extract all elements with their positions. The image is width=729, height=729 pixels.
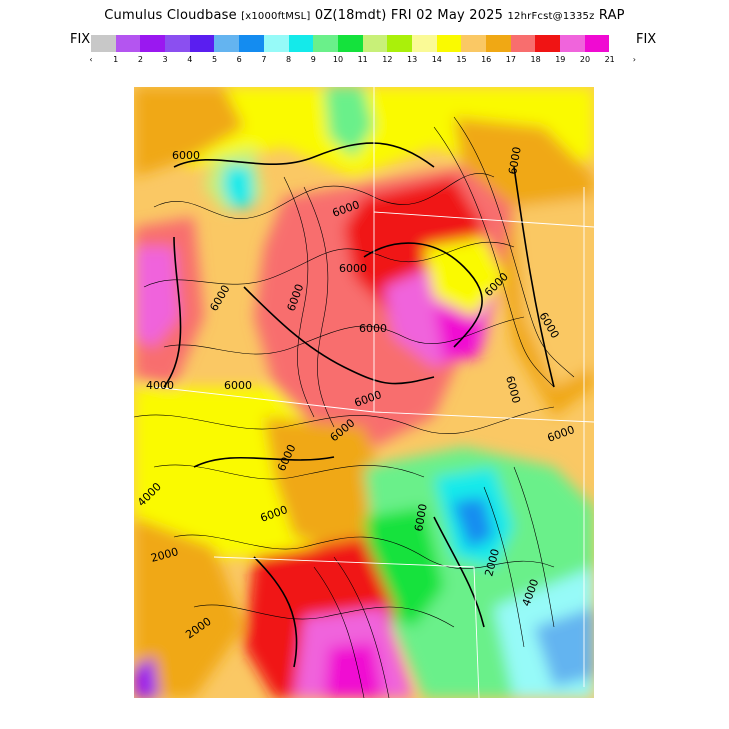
legend-swatch — [91, 35, 116, 52]
field-nw-cyan — [222, 165, 254, 209]
field-mid-orange — [264, 417, 394, 557]
title-forecast: 12hrFcst@1335z — [507, 11, 595, 22]
legend-tick-label: 18 — [530, 55, 541, 64]
field-se-blue — [452, 497, 494, 549]
legend-swatch — [362, 35, 388, 52]
legend-swatch — [313, 35, 338, 52]
contour-label: 6000 — [359, 322, 387, 335]
thick-contours — [163, 142, 555, 668]
legend-swatch — [337, 35, 363, 52]
legend-swatch — [263, 35, 289, 52]
legend-tick-label: 13 — [407, 55, 418, 64]
legend-swatch — [140, 35, 166, 52]
legend-fix-left-label: FIX — [70, 32, 91, 47]
legend-swatch — [189, 35, 215, 52]
contour-label: 4000 — [146, 379, 174, 392]
legend-swatch — [535, 35, 561, 52]
field-sw-purple — [134, 657, 159, 698]
legend-tick-label: 5 — [211, 55, 218, 64]
chart-title: Cumulus Cloudbase [x1000ftMSL] 0Z(18mdt)… — [0, 8, 729, 23]
contour-label: 6000 — [506, 146, 524, 176]
legend-tick-label: 19 — [555, 55, 566, 64]
legend-swatch — [387, 35, 412, 52]
legend-swatch — [510, 35, 536, 52]
legend-tick-label: 10 — [332, 55, 344, 64]
color-legend — [91, 35, 610, 52]
contour-label: 6000 — [339, 262, 367, 275]
title-units: [x1000ftMSL] — [241, 11, 311, 22]
title-product: Cumulus Cloudbase — [104, 8, 237, 23]
title-valid-time: 0Z(18mdt) FRI 02 May 2025 — [314, 8, 504, 23]
field-far-se-blue — [534, 607, 594, 687]
state-borders — [153, 87, 594, 698]
legend-swatch — [239, 35, 264, 52]
contour-label: 6000 — [224, 379, 252, 392]
legend-tick-label: › — [632, 55, 636, 64]
field-magenta-core — [434, 307, 484, 362]
legend-tick-label: 8 — [286, 55, 292, 64]
field-west-magenta — [134, 247, 179, 347]
legend-tick-label: 3 — [162, 55, 168, 64]
field-southwest-orange — [134, 517, 244, 698]
field-north-green — [324, 87, 374, 157]
legend-tick-label: 7 — [261, 55, 267, 64]
contour-label: 6000 — [172, 149, 200, 162]
legend-swatch — [461, 35, 486, 52]
title-model: RAP — [598, 8, 625, 23]
legend-tick-label: 1 — [113, 55, 119, 64]
legend-tick-label: 20 — [579, 55, 591, 64]
legend-tick-label: 16 — [481, 55, 492, 64]
field-south-magenta-core — [324, 642, 384, 698]
legend-ticks: ‹ 1 2 3 4 5 6 7 8 9 10 11 12 13 14 15 16 17 18 19 20 21 › — [89, 55, 641, 67]
field-north-orange — [134, 87, 244, 177]
contour-label: 6000 — [412, 503, 430, 533]
field-east-yellow — [514, 197, 594, 387]
legend-tick-label: 4 — [187, 55, 193, 64]
legend-tick-label: ‹ — [89, 55, 93, 64]
legend-swatch — [115, 35, 141, 52]
legend-tick-label: 17 — [505, 55, 516, 64]
legend-swatch — [288, 35, 314, 52]
legend-swatch — [584, 35, 610, 52]
legend-swatch — [214, 35, 240, 52]
legend-tick-label: 15 — [456, 55, 467, 64]
cloudbase-map: 6000 6000 6000 6000 6000 6000 6000 6000 … — [134, 87, 594, 698]
legend-swatch — [560, 35, 585, 52]
legend-tick-label: 11 — [357, 55, 368, 64]
legend-tick-label: 6 — [236, 55, 242, 64]
legend-tick-label: 14 — [431, 55, 442, 64]
legend-tick-label: 9 — [310, 55, 316, 64]
legend-tick-label: 12 — [382, 55, 393, 64]
legend-swatch — [165, 35, 190, 52]
field-east-yellow-patch — [424, 237, 504, 317]
legend-tick-label: 21 — [604, 55, 615, 64]
legend-swatch — [436, 35, 462, 52]
legend-swatch — [486, 35, 511, 52]
legend-fix-right-label: FIX — [636, 32, 657, 47]
legend-tick-label: 2 — [137, 55, 143, 64]
legend-swatch — [411, 35, 437, 52]
